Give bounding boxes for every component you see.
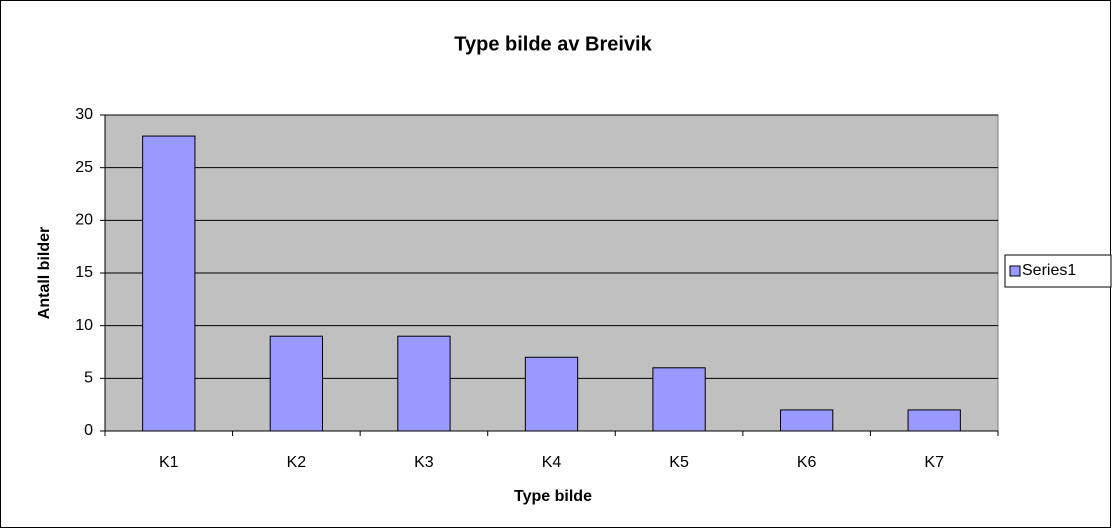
legend-box <box>1004 254 1112 288</box>
x-axis-label: Type bilde <box>514 488 592 505</box>
y-tick-label: 15 <box>75 264 93 281</box>
y-tick-label: 0 <box>84 422 93 439</box>
bar <box>652 367 706 432</box>
x-tick-label: K3 <box>414 454 434 471</box>
x-tick-label: K7 <box>924 454 944 471</box>
legend-swatch <box>1009 265 1021 277</box>
bar <box>142 135 196 432</box>
y-axis-label: Antall bilder <box>36 227 53 319</box>
legend-label: Series1 <box>1022 262 1076 279</box>
bar <box>907 409 961 432</box>
chart-title: Type bilde av Breivik <box>454 33 652 55</box>
y-tick-label: 10 <box>75 317 93 334</box>
y-tick-label: 25 <box>75 159 93 176</box>
x-tick-label: K5 <box>669 454 689 471</box>
bar <box>779 409 834 432</box>
y-tick-label: 5 <box>84 370 93 387</box>
x-tick-label: K1 <box>159 454 179 471</box>
y-tick-label: 20 <box>75 212 93 229</box>
x-tick-label: K6 <box>797 454 817 471</box>
y-tick-label: 30 <box>75 106 93 123</box>
bar <box>269 335 324 432</box>
x-tick-label: K2 <box>287 454 307 471</box>
x-tick-label: K4 <box>542 454 562 471</box>
bar <box>524 356 579 432</box>
bar <box>397 335 451 432</box>
